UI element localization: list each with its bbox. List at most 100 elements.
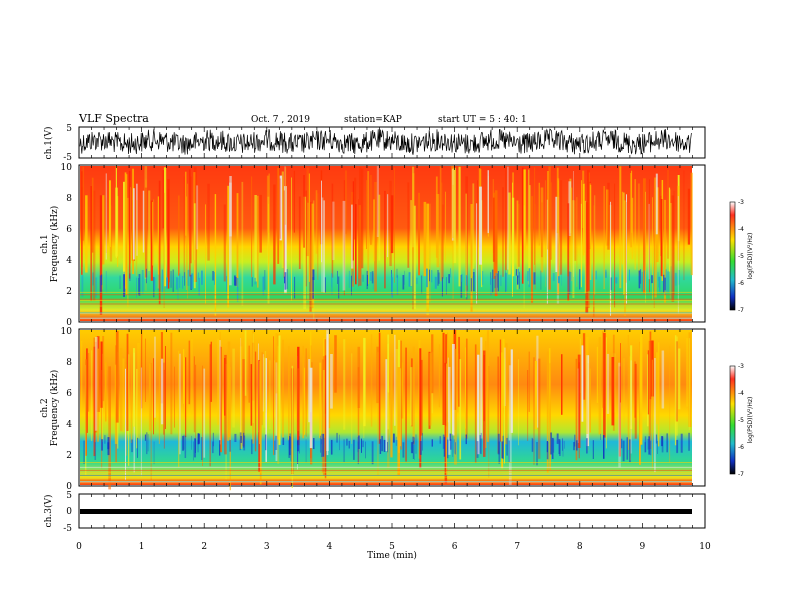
spectrogram-streak — [546, 351, 549, 473]
spectrogram-streak — [486, 330, 490, 442]
spectrogram-streak — [324, 277, 326, 293]
x-tick-label: 4 — [327, 542, 333, 552]
spectrogram-streak — [465, 193, 467, 298]
spectrogram-streak — [648, 436, 650, 455]
spectrogram-streak — [370, 175, 372, 245]
spectrogram-streak — [589, 184, 592, 280]
colorbar-tick: -4 — [738, 226, 744, 233]
spectrogram-streaks — [80, 166, 693, 320]
spectrogram-streak — [536, 442, 538, 466]
spectrogram-streak — [552, 273, 555, 282]
spectrogram-streak — [618, 362, 621, 468]
spectrogram-streak — [479, 186, 482, 265]
spectrogram-streak — [410, 367, 413, 426]
spectrogram-streak — [527, 370, 529, 441]
spectrogram-band — [80, 462, 692, 463]
spectrogram-streak — [387, 194, 389, 258]
spectrogram-streak — [361, 168, 364, 269]
spectrogram-streak — [371, 441, 374, 465]
spectrogram-streak — [102, 336, 105, 402]
y-tick-label: -5 — [63, 153, 72, 163]
spectrogram-streak — [240, 337, 242, 437]
spectrogram-streak — [450, 439, 452, 450]
spectrogram-streak — [224, 354, 227, 455]
spectrogram-streak — [540, 187, 544, 273]
spectrogram-streak — [239, 439, 241, 451]
spectrogram-streak — [154, 336, 156, 418]
spectrogram-streak — [376, 346, 379, 404]
spectrogram-streak — [680, 433, 683, 453]
spectrogram-streak — [624, 200, 626, 316]
spectrogram-streak — [395, 349, 399, 440]
spectrogram-streak — [234, 433, 237, 442]
spectrogram-streak — [443, 436, 446, 457]
spectrogram-streak — [438, 344, 440, 408]
spectrogram-streak — [196, 185, 199, 250]
spectrogram-streak — [324, 355, 327, 479]
spectrogram-streak — [265, 434, 267, 451]
spectrogram-streak — [288, 346, 290, 441]
spectrogram-streak — [593, 205, 595, 318]
spectrogram-streak — [381, 435, 383, 452]
spectrogram-streak — [594, 195, 596, 295]
y-tick-label: 0 — [66, 507, 72, 517]
spectrogram-streak — [508, 365, 512, 485]
spectrogram-streak — [251, 439, 253, 455]
spectrogram-streak — [589, 368, 591, 433]
spectrogram-streak — [394, 167, 395, 283]
y-tick-label: 0 — [66, 318, 72, 328]
spectrogram-streak — [625, 202, 627, 283]
spectrogram-streak — [94, 341, 98, 433]
spectrogram-streak — [108, 366, 111, 490]
spectrogram-streak — [305, 439, 307, 463]
spectrogram-streak — [107, 442, 110, 450]
spectrogram-streak — [473, 272, 475, 292]
colorbar-ch2 — [729, 365, 736, 475]
spectrogram-streak — [188, 340, 191, 405]
spectrogram-streak — [674, 272, 677, 286]
y-tick-label: 2 — [66, 287, 72, 297]
spectrogram-band — [80, 469, 692, 471]
spectrogram-streak — [105, 362, 107, 422]
spectrogram-streak — [678, 270, 680, 285]
spectrogram-streak — [499, 339, 502, 442]
spectrogram-streak — [461, 274, 463, 282]
spectrogram-streak — [81, 275, 84, 297]
x-tick-label: 1 — [139, 542, 145, 552]
spectrogram-streak — [258, 360, 260, 472]
colorbar-tick: -4 — [738, 390, 744, 397]
spectrogram-streak — [570, 272, 572, 281]
spectrogram-streak — [383, 439, 386, 452]
spectrogram-streak — [219, 440, 221, 456]
spectrogram-streak — [367, 171, 370, 285]
header-date: Oct. 7 , 2019 — [251, 115, 310, 125]
spectrogram-streak — [326, 330, 329, 451]
spectrogram-streak — [343, 180, 345, 296]
spectrogram-streak — [521, 167, 524, 284]
spectrogram-streak — [88, 353, 90, 412]
spectrogram-streak — [482, 271, 484, 285]
spectrogram-streak — [618, 366, 621, 457]
spectrogram-streak — [282, 437, 285, 445]
spectrogram-streak — [268, 203, 269, 296]
spectrogram-streak — [283, 190, 285, 279]
panel-ch3-waveform: 5 0 -5 ch.3(V) — [43, 491, 706, 534]
spectrogram-streak — [505, 167, 507, 271]
spectrogram-streak — [559, 440, 561, 456]
spectrogram-streak — [362, 274, 364, 282]
spectrogram-streak — [447, 439, 449, 459]
spectrogram-streak — [291, 365, 293, 488]
spectrogram-streak — [296, 368, 300, 431]
spectrogram-streak — [480, 432, 482, 455]
spectrogram-streak — [419, 441, 422, 455]
spectrogram-streak — [158, 366, 160, 444]
spectrogram-streak — [505, 343, 508, 445]
spectrogram-streak — [373, 199, 375, 262]
spectrogram-streak — [158, 180, 161, 305]
spectrogram-streak — [202, 365, 203, 466]
spectrogram-streak — [81, 171, 83, 275]
spectrogram-streak — [688, 338, 690, 431]
spectrogram-streak — [291, 177, 292, 301]
spectrogram-band — [80, 294, 692, 296]
spectrogram-streak — [677, 196, 679, 314]
